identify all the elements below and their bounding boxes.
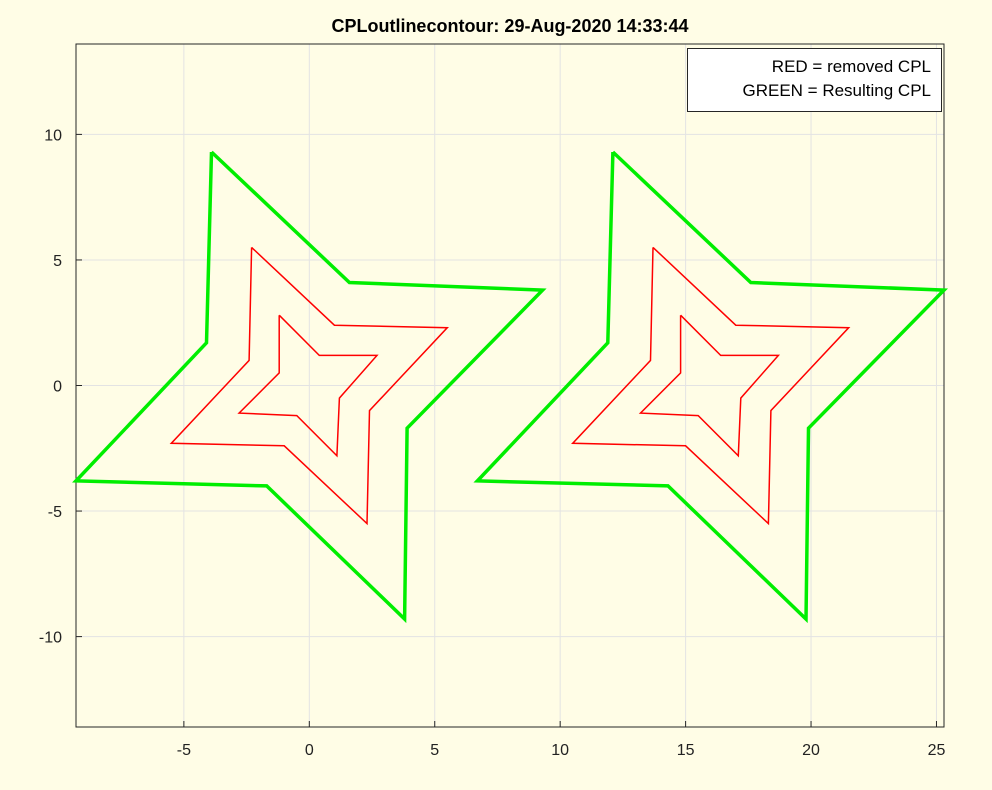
legend-entry-green: GREEN = Resulting CPL bbox=[742, 81, 932, 100]
legend: RED = removed CPL GREEN = Resulting CPL bbox=[687, 48, 942, 112]
x-tick-label: 5 bbox=[430, 742, 439, 759]
y-tick-label: -10 bbox=[39, 630, 62, 647]
series-line-6 bbox=[473, 150, 949, 624]
y-tick-label: 5 bbox=[53, 253, 62, 270]
series-line-5 bbox=[72, 150, 547, 624]
chart-title: CPLoutlinecontour: 29-Aug-2020 14:33:44 bbox=[331, 16, 689, 36]
y-tick-label: 0 bbox=[53, 379, 62, 396]
x-tick-label: 0 bbox=[305, 742, 314, 759]
x-tick-label: 15 bbox=[677, 742, 695, 759]
series-line-4 bbox=[638, 314, 781, 458]
x-tick-label: 20 bbox=[802, 742, 820, 759]
x-tick-label: -5 bbox=[177, 742, 191, 759]
x-tick-label: 10 bbox=[551, 742, 569, 759]
x-tick-label: 25 bbox=[928, 742, 946, 759]
grid bbox=[76, 44, 944, 727]
y-tick-label: 10 bbox=[44, 127, 62, 144]
legend-entry-red: RED = removed CPL bbox=[771, 57, 931, 76]
series-group bbox=[72, 150, 949, 624]
tick-labels: -5 0 5 10 15 20 25 -10 -5 0 5 10 bbox=[39, 127, 946, 759]
y-tick-label: -5 bbox=[48, 504, 62, 521]
series-line-2 bbox=[237, 314, 379, 458]
series-line-3 bbox=[571, 246, 851, 526]
series-line-1 bbox=[169, 246, 449, 526]
